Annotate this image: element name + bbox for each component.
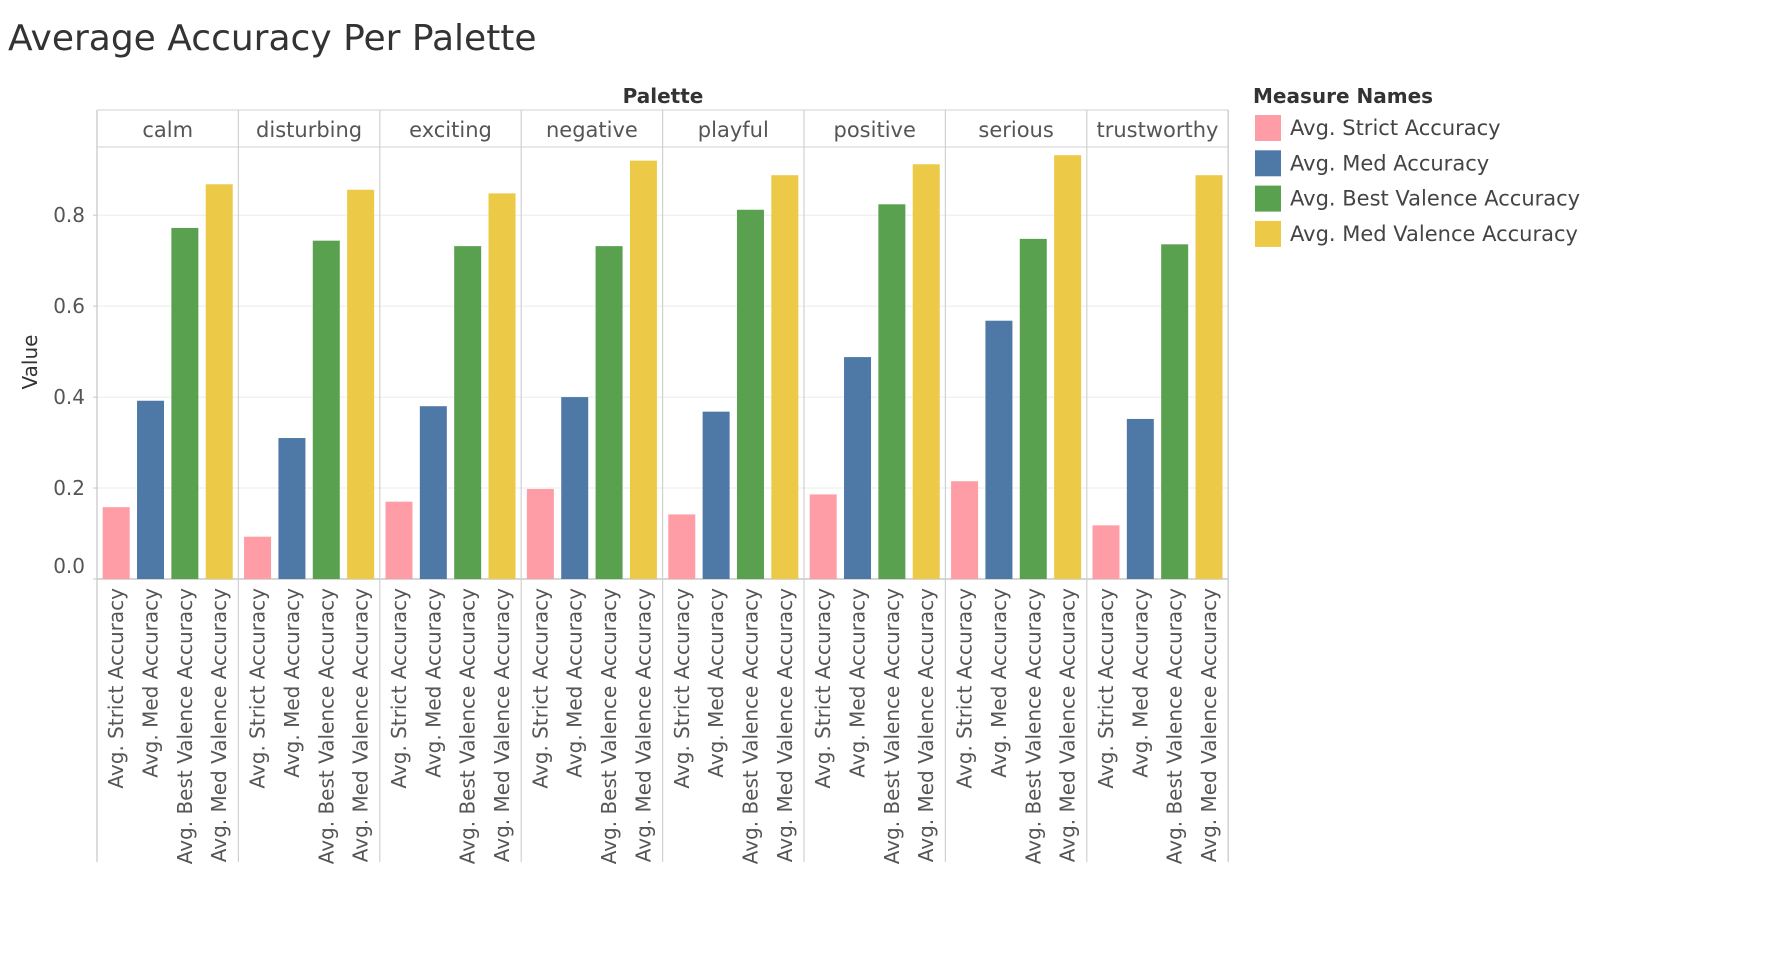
x-tick-label: Avg. Best Valence Accuracy [738,588,762,864]
bar-playful-2 [702,411,730,579]
bar-negative-4 [629,160,657,580]
x-tick-label: Avg. Med Valence Accuracy [631,588,655,862]
bar-calm-1 [102,507,130,579]
x-tick-label: Avg. Strict Accuracy [387,588,411,789]
panel-header-disturbing: disturbing [256,118,362,142]
x-tick-label: Avg. Med Accuracy [1128,588,1152,778]
bar-calm-4 [205,184,233,579]
bar-negative-2 [561,397,589,579]
x-tick-label: Avg. Med Accuracy [421,588,445,778]
x-tick-label: Avg. Med Valence Accuracy [1197,588,1221,862]
x-tick-label: Avg. Best Valence Accuracy [597,588,621,864]
legend-label: Avg. Strict Accuracy [1290,116,1501,140]
legend-swatch [1255,220,1281,247]
bar-positive-2 [844,357,872,579]
bar-calm-3 [171,227,199,579]
bar-negative-3 [595,246,623,579]
bar-positive-4 [912,164,940,579]
panel-header-playful: playful [698,118,769,142]
x-tick-label: Avg. Med Valence Accuracy [773,588,797,862]
y-tick-label: 0.6 [53,294,85,318]
bar-calm-2 [137,400,165,579]
legend-swatch [1255,185,1281,212]
x-axis-labels: Avg. Strict Accuracy Avg. Med Accuracy Avg… [104,588,1221,864]
x-tick-label: Avg. Strict Accuracy [528,588,552,789]
panel-header-positive: positive [834,118,916,142]
panel-header-negative: negative [546,118,638,142]
bar-disturbing-1 [244,536,272,579]
bar-disturbing-4 [347,189,375,579]
palette-column-header: Palette [623,84,704,108]
legend-label: Avg. Best Valence Accuracy [1290,187,1580,211]
x-tick-label: Avg. Med Accuracy [563,588,587,778]
x-tick-label: Avg. Best Valence Accuracy [314,588,338,864]
x-tick-label: Avg. Strict Accuracy [811,588,835,789]
bar-exciting-4 [488,193,516,579]
x-tick-label: Avg. Best Valence Accuracy [1163,588,1187,864]
x-tick-label: Avg. Med Valence Accuracy [1056,588,1080,862]
legend-swatch [1255,115,1281,141]
bar-exciting-3 [454,246,482,579]
bar-negative-1 [526,488,554,579]
bar-serious-1 [951,481,979,579]
bar-positive-3 [878,204,906,579]
x-tick-label: Avg. Strict Accuracy [670,588,694,789]
chart-title: Average Accuracy Per Palette [8,18,537,59]
y-tick-label: 0.4 [53,385,85,409]
x-tick-label: Avg. Med Accuracy [280,588,304,778]
x-tick-label: Avg. Med Valence Accuracy [914,588,938,862]
legend-label: Avg. Med Valence Accuracy [1290,222,1578,246]
x-tick-label: Avg. Med Valence Accuracy [349,588,373,862]
x-tick-label: Avg. Med Accuracy [139,588,163,778]
x-tick-label: Avg. Strict Accuracy [104,588,128,789]
x-tick-label: Avg. Best Valence Accuracy [456,588,480,864]
bar-serious-2 [985,320,1013,579]
panel-header-exciting: exciting [409,118,492,142]
bar-trustworthy-4 [1195,175,1223,580]
legend: Measure Names Avg. Strict Accuracy Avg. M… [1253,84,1580,247]
y-tick-label: 0.0 [53,554,85,578]
bar-playful-1 [668,514,696,579]
y-tick-label: 0.8 [53,203,85,227]
bar-disturbing-2 [278,438,306,579]
x-tick-label: Avg. Strict Accuracy [1094,588,1118,789]
x-tick-label: Avg. Best Valence Accuracy [173,588,197,864]
y-axis: 0.0 0.2 0.4 0.6 0.8 [53,203,97,580]
x-tick-label: Avg. Med Valence Accuracy [490,588,514,862]
panel-header-trustworthy: trustworthy [1097,118,1219,142]
bar-trustworthy-1 [1092,525,1120,579]
panel-header-calm: calm [142,118,193,142]
bar-exciting-1 [385,501,413,579]
bar-serious-4 [1054,155,1082,580]
bar-playful-3 [736,209,764,580]
x-tick-label: Avg. Strict Accuracy [953,588,977,789]
y-axis-label: Value [18,335,42,390]
bar-disturbing-3 [312,240,340,580]
x-tick-label: Avg. Strict Accuracy [246,588,270,789]
bar-exciting-2 [419,406,447,579]
y-tick-label: 0.2 [53,476,85,500]
x-tick-label: Avg. Best Valence Accuracy [1021,588,1045,864]
x-tick-label: Avg. Med Accuracy [846,588,870,778]
bar-serious-3 [1019,238,1047,579]
x-tick-label: Avg. Med Valence Accuracy [207,588,231,862]
legend-swatch [1255,150,1281,177]
bar-positive-1 [809,494,837,579]
x-tick-label: Avg. Best Valence Accuracy [880,588,904,864]
bars [102,155,1223,580]
panel-header-serious: serious [978,118,1053,142]
x-tick-label: Avg. Med Accuracy [704,588,728,778]
bar-playful-4 [771,175,799,580]
bar-trustworthy-2 [1126,418,1154,579]
legend-title: Measure Names [1253,84,1433,108]
legend-label: Avg. Med Accuracy [1290,151,1489,175]
x-tick-label: Avg. Med Accuracy [987,588,1011,778]
bar-trustworthy-3 [1161,244,1189,579]
panels: calm disturbing exciting negative playful pos… [96,109,1229,862]
